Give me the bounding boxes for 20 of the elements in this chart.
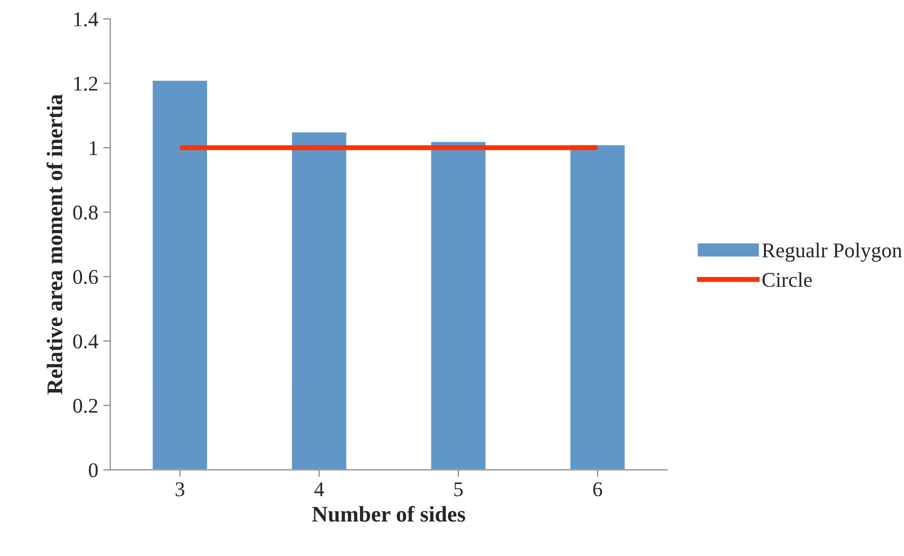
y-tick-label: 0.4 (73, 334, 98, 349)
y-tick-label: 0.8 (73, 206, 98, 220)
bar (151, 79, 208, 470)
y-tick-label: 1 (90, 141, 98, 155)
y-tick-label: 1.4 (74, 12, 98, 26)
x-tick-label: 4 (314, 482, 324, 496)
bar (290, 130, 348, 470)
y-tick-label: 0 (88, 463, 98, 478)
y-tick-label: 0.6 (73, 270, 98, 284)
y-tick-label: 1.2 (74, 76, 98, 91)
y-axis-title: Relative area moment of inertia (46, 94, 62, 394)
bar (569, 144, 626, 470)
x-tick-label: 5 (454, 482, 463, 496)
x-tick-label: 6 (593, 482, 602, 496)
legend-label: Regualr Polygon (762, 242, 902, 262)
y-tick-label: 0.2 (73, 398, 98, 413)
x-tick-label: 3 (176, 482, 184, 496)
bar (430, 140, 487, 470)
legend-label: Circle (762, 272, 812, 287)
x-axis-title: Number of sides (312, 506, 466, 522)
